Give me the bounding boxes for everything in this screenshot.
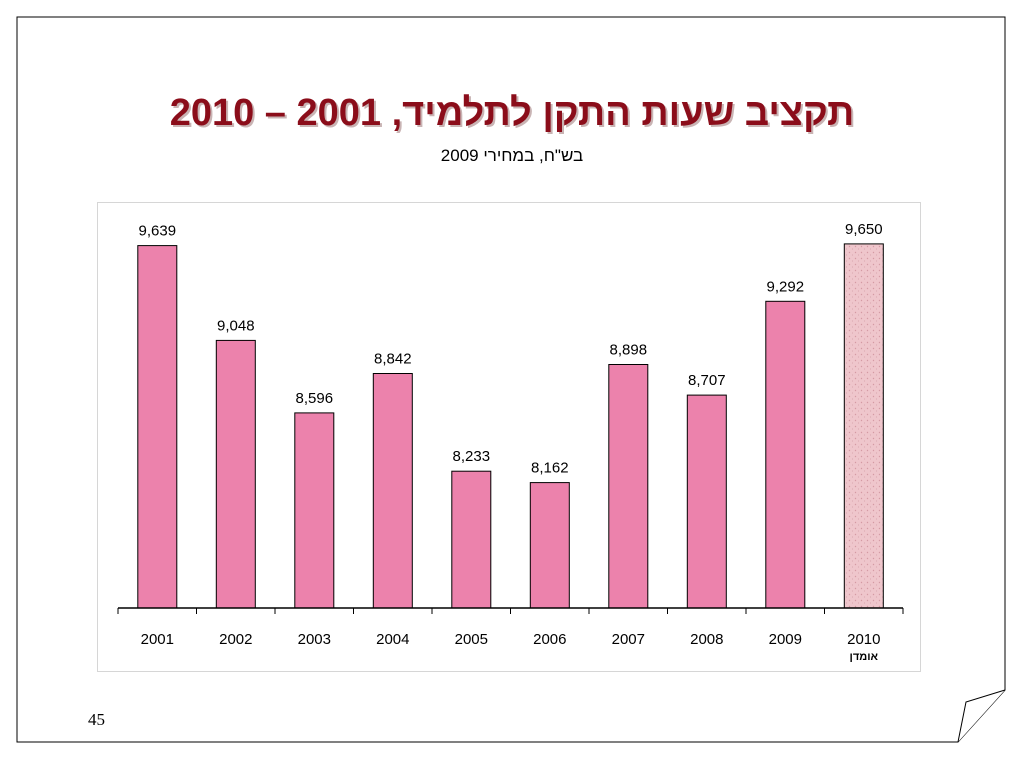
- bar-2002: [215, 339, 256, 609]
- x-tick-label: 2005: [455, 631, 488, 648]
- bar-2006: [529, 482, 570, 609]
- data-label: 9,639: [139, 223, 177, 240]
- data-label: 8,842: [374, 351, 412, 368]
- bar-2010: [843, 243, 884, 609]
- x-tick-label: 2002: [219, 631, 252, 648]
- x-tick-label: 2007: [612, 631, 645, 648]
- data-label: 8,162: [531, 460, 569, 477]
- x-tick-label: 2006: [533, 631, 566, 648]
- bar-2001: [137, 245, 178, 609]
- bar-2008: [686, 394, 727, 609]
- x-tick-label: 2010: [847, 631, 880, 648]
- data-label: 8,707: [688, 372, 726, 389]
- data-label: 8,596: [296, 390, 334, 407]
- data-label: 9,650: [845, 221, 883, 238]
- bar-2003: [294, 412, 335, 609]
- x-tick-label: 2001: [141, 631, 174, 648]
- page-number: 45: [88, 710, 105, 729]
- chart-area: 9,639 2001 9,048 2002 8,596 2003 8,842 2004 8,23…: [97, 202, 921, 672]
- page-curl: [957, 689, 1006, 743]
- x-tick-label: 2004: [376, 631, 409, 648]
- x-tick-note: אומדן: [850, 651, 879, 663]
- chart-subtitle: בש"ח, במחירי 2009: [440, 146, 584, 165]
- bar-2009: [765, 300, 806, 609]
- bar-2005: [451, 470, 492, 609]
- chart-title: תקציב שעות התקן לתלמיד, 2001 – 2010: [169, 92, 855, 134]
- x-tick-label: 2008: [690, 631, 723, 648]
- data-label: 8,898: [610, 342, 648, 359]
- bar-2004: [372, 373, 413, 609]
- x-tick-label: 2003: [298, 631, 331, 648]
- bar-chart: 9,639 2001 9,048 2002 8,596 2003 8,842 2004 8,23…: [117, 221, 904, 663]
- x-tick-label: 2009: [769, 631, 802, 648]
- bar-2007: [608, 364, 649, 609]
- data-label: 9,048: [217, 317, 255, 334]
- data-label: 8,233: [453, 448, 491, 465]
- data-label: 9,292: [767, 278, 805, 295]
